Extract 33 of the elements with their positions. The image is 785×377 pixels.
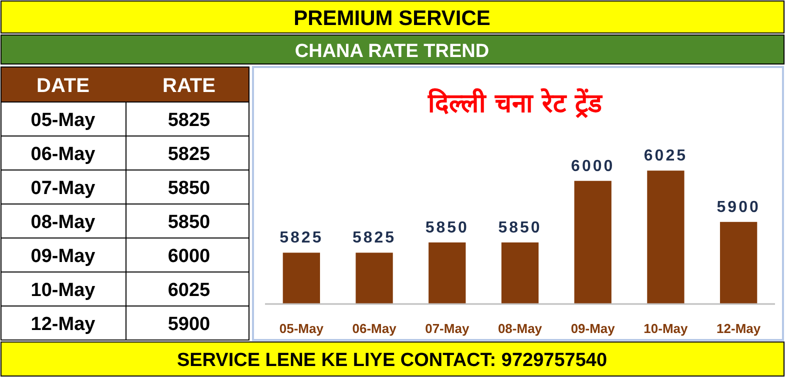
data-label: 5850	[425, 219, 469, 236]
text: 5900	[168, 314, 210, 335]
text: 5850	[168, 178, 210, 199]
category-label: 10-May	[30, 280, 96, 301]
x-tick-label: 06-May	[352, 321, 398, 336]
data-label: 5825	[352, 230, 396, 247]
chart-subtitle: CHANA RATE TREND	[294, 41, 490, 62]
category-label: 08-May	[30, 212, 96, 233]
text: 5850	[168, 212, 210, 233]
x-tick-label: 12-May	[716, 321, 762, 336]
text: DATE	[36, 75, 90, 97]
data-label: 6025	[644, 148, 688, 165]
x-tick-label: 07-May	[425, 321, 470, 336]
text: दिल्ली चना रेट ट्रेंड	[426, 88, 604, 119]
category-label: 07-May	[30, 178, 96, 199]
category-label: 06-May	[30, 144, 96, 165]
category-label: 09-May	[30, 246, 96, 267]
text: RATE	[162, 75, 216, 97]
text: 6000	[168, 246, 210, 267]
data-label: 6000	[571, 158, 615, 175]
x-tick-label: 10-May	[644, 321, 689, 336]
text: 5825	[168, 110, 211, 131]
x-tick-label: 05-May	[279, 321, 324, 336]
text: SERVICE LENE KE LIYE CONTACT: 9729757540	[176, 350, 608, 371]
text: 5825	[168, 144, 211, 165]
data-label: 5850	[498, 219, 542, 236]
x-tick-label: 08-May	[498, 321, 543, 336]
category-label: 05-May	[30, 110, 96, 131]
text: 6025	[168, 280, 211, 301]
x-tick-label: 09-May	[570, 321, 616, 336]
text: PREMIUM SERVICE	[294, 7, 490, 30]
data-label: 5825	[280, 230, 324, 247]
data-label: 5900	[716, 198, 760, 216]
